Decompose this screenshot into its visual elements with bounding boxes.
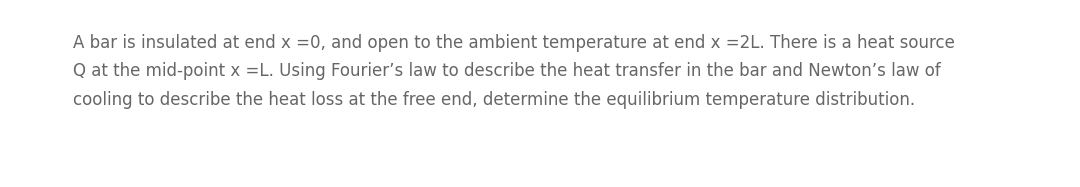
Text: A bar is insulated at end x =0, and open to the ambient temperature at end x =2L: A bar is insulated at end x =0, and open…	[73, 34, 956, 109]
